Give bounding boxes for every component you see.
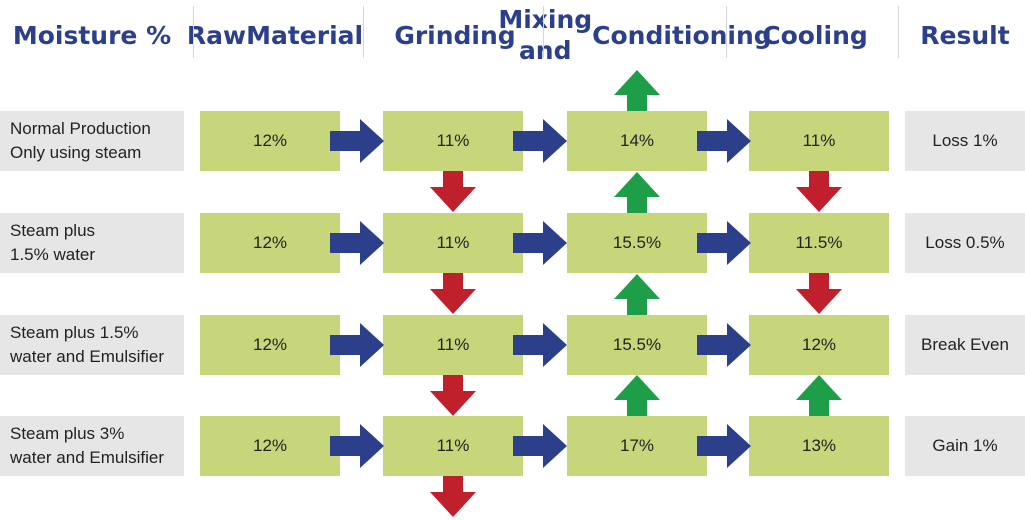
- row-label-line: Only using steam: [10, 143, 142, 162]
- up-arrow-icon: [614, 172, 660, 213]
- header-cooling: Cooling: [735, 0, 895, 70]
- right-arrow-icon: [330, 221, 384, 265]
- right-arrow-icon: [330, 323, 384, 367]
- mixing-cell: 15.5%: [567, 315, 707, 375]
- row-label: Steam plus 3% water and Emulsifier: [0, 416, 184, 476]
- down-arrow-icon: [430, 375, 476, 416]
- row-label-line: Normal Production: [10, 119, 151, 138]
- right-arrow-icon: [330, 424, 384, 468]
- header-line: Raw: [186, 20, 247, 50]
- raw-material-cell: 12%: [200, 416, 340, 476]
- mixing-cell: 15.5%: [567, 213, 707, 273]
- row-label-line: Steam plus: [10, 221, 96, 240]
- right-arrow-icon: [330, 119, 384, 163]
- grinding-cell: 11%: [383, 315, 523, 375]
- header-line: Moisture %: [12, 20, 172, 50]
- raw-material-cell: 12%: [200, 315, 340, 375]
- down-arrow-icon: [430, 273, 476, 314]
- raw-material-cell: 12%: [200, 111, 340, 171]
- result-cell: Break Even: [905, 315, 1025, 375]
- grinding-cell: 11%: [383, 416, 523, 476]
- right-arrow-icon: [513, 119, 567, 163]
- header-result: Result: [905, 0, 1025, 70]
- header-line: Result: [920, 20, 1010, 50]
- header-mixing-conditioning: Mixing and Conditioning: [498, 0, 771, 70]
- cooling-cell: 12%: [749, 315, 889, 375]
- up-arrow-icon: [614, 70, 660, 111]
- result-cell: Gain 1%: [905, 416, 1025, 476]
- down-arrow-icon: [796, 273, 842, 314]
- header-line: Mixing and: [498, 5, 593, 65]
- header-divider: [543, 6, 544, 58]
- header-divider: [363, 6, 364, 58]
- down-arrow-icon: [796, 171, 842, 212]
- row-label: Steam plus 1.5% water: [0, 213, 184, 273]
- row-label-line: water and Emulsifier: [10, 448, 165, 467]
- header-moisture: Moisture %: [0, 0, 184, 70]
- header-divider: [898, 6, 899, 58]
- right-arrow-icon: [513, 323, 567, 367]
- header-line: Cooling: [762, 20, 868, 50]
- header-raw-material: Raw Material: [187, 0, 363, 70]
- row-label-line: Steam plus 1.5%: [10, 323, 139, 342]
- result-cell: Loss 0.5%: [905, 213, 1025, 273]
- row-label-line: 1.5% water: [10, 245, 96, 264]
- header-line: Grinding: [394, 20, 516, 50]
- right-arrow-icon: [697, 221, 751, 265]
- right-arrow-icon: [697, 424, 751, 468]
- header-divider: [193, 6, 194, 58]
- right-arrow-icon: [513, 221, 567, 265]
- row-label: Normal Production Only using steam: [0, 111, 184, 171]
- cooling-cell: 11%: [749, 111, 889, 171]
- cooling-cell: 11.5%: [749, 213, 889, 273]
- header-line: Conditioning: [592, 20, 772, 50]
- grinding-cell: 11%: [383, 111, 523, 171]
- mixing-cell: 17%: [567, 416, 707, 476]
- up-arrow-icon: [796, 375, 842, 416]
- right-arrow-icon: [697, 323, 751, 367]
- header-divider: [726, 6, 727, 58]
- row-label-line: water and Emulsifier: [10, 347, 165, 366]
- cooling-cell: 13%: [749, 416, 889, 476]
- raw-material-cell: 12%: [200, 213, 340, 273]
- down-arrow-icon: [430, 476, 476, 517]
- header-line: Material: [246, 20, 364, 50]
- mixing-cell: 14%: [567, 111, 707, 171]
- row-label-line: Steam plus 3%: [10, 424, 125, 443]
- header-grinding: Grinding: [370, 0, 540, 70]
- up-arrow-icon: [614, 274, 660, 315]
- result-cell: Loss 1%: [905, 111, 1025, 171]
- row-label: Steam plus 1.5% water and Emulsifier: [0, 315, 184, 375]
- right-arrow-icon: [697, 119, 751, 163]
- down-arrow-icon: [430, 171, 476, 212]
- right-arrow-icon: [513, 424, 567, 468]
- up-arrow-icon: [614, 375, 660, 416]
- grinding-cell: 11%: [383, 213, 523, 273]
